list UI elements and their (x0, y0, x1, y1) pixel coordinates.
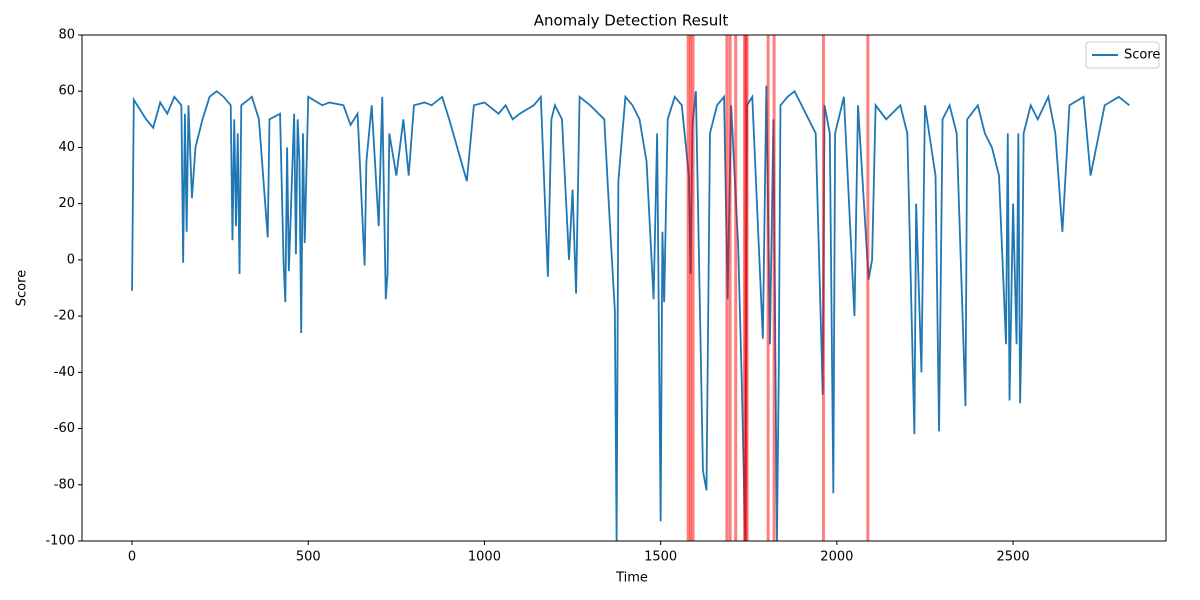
y-tick-label: 0 (67, 252, 75, 267)
x-tick-label: 2500 (997, 550, 1030, 565)
chart-title: Anomaly Detection Result (534, 12, 729, 30)
y-axis-label: Score (15, 270, 30, 306)
y-tick-label: 40 (58, 140, 75, 155)
plot-frame (81, 34, 1167, 542)
plot-area (131, 35, 1130, 541)
x-tick-label: 1500 (644, 550, 677, 565)
y-tick-label: -100 (45, 534, 75, 549)
y-tick-label: -20 (54, 309, 75, 324)
x-tick-label: 2000 (820, 550, 853, 565)
line (131, 85, 1130, 541)
y-tick-label: 20 (58, 196, 75, 211)
x-tick-label: 1000 (468, 550, 501, 565)
legend-box (1085, 41, 1160, 69)
y-tick-label: -80 (54, 477, 75, 492)
x-axis-label: Time (615, 571, 648, 586)
y-tick-label: 60 (58, 84, 75, 99)
legend-label: Score (1124, 48, 1160, 63)
x-tick-label: 0 (128, 550, 136, 565)
y-tick-label: -60 (54, 421, 75, 436)
x-tick-label: 500 (296, 550, 321, 565)
y-tick-label: 80 (58, 28, 75, 43)
y-tick-label: -40 (54, 365, 75, 380)
